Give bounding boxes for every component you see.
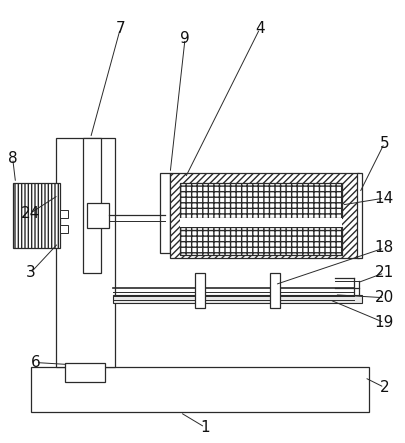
Bar: [180, 227, 341, 255]
Text: 8: 8: [8, 151, 17, 166]
Bar: [356, 173, 362, 258]
Bar: [13, 183, 60, 248]
Bar: [170, 173, 358, 258]
Bar: [87, 203, 109, 228]
Text: 14: 14: [374, 190, 393, 206]
Bar: [60, 210, 68, 218]
Bar: [269, 273, 279, 308]
Text: 3: 3: [26, 265, 35, 280]
Text: 1: 1: [200, 420, 209, 435]
Text: 20: 20: [374, 290, 393, 305]
Bar: [180, 183, 341, 218]
Text: 2: 2: [379, 380, 388, 395]
Text: 5: 5: [379, 136, 388, 151]
Text: 6: 6: [31, 355, 40, 370]
Bar: [60, 225, 68, 233]
Text: 24: 24: [21, 206, 40, 221]
Text: 9: 9: [180, 31, 190, 46]
Bar: [160, 173, 170, 253]
Text: 4: 4: [254, 21, 264, 36]
Bar: [194, 273, 205, 308]
Bar: [55, 138, 115, 368]
Bar: [30, 368, 369, 412]
Bar: [180, 183, 341, 218]
Bar: [83, 138, 101, 273]
Text: 7: 7: [115, 21, 125, 36]
Bar: [180, 218, 341, 227]
Bar: [180, 227, 341, 255]
Text: 21: 21: [374, 265, 393, 280]
Text: 19: 19: [374, 315, 393, 330]
Bar: [65, 362, 105, 382]
Text: 18: 18: [374, 241, 393, 256]
Bar: [113, 295, 362, 303]
